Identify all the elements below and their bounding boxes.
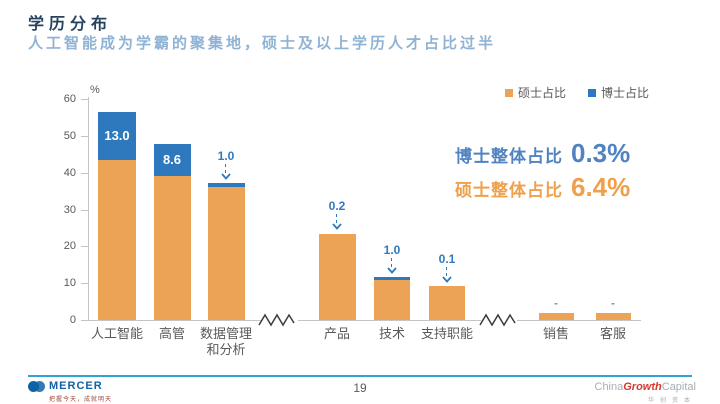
category-label: 客服 (599, 326, 626, 341)
masters-bar (374, 280, 410, 320)
phd-bar (374, 276, 410, 281)
legend-item-masters: 硕士占比 (505, 84, 566, 101)
category-label: 数据管理 和分析 (199, 326, 252, 357)
y-tick-label: 10 (63, 277, 76, 290)
y-tick-mark (81, 209, 88, 211)
arrow-down-icon (221, 163, 231, 180)
masters-bar (595, 312, 631, 320)
masters-total-value: 6.4% (571, 172, 631, 202)
category-label: 高管 (158, 326, 185, 341)
chart-legend: 硕士占比 博士占比 (505, 84, 649, 101)
masters-bar (98, 159, 136, 320)
footer-divider (28, 375, 692, 377)
phd-value-label: 8.6 (162, 151, 182, 167)
y-tick-label: 50 (63, 129, 76, 142)
category-label: 技术 (378, 326, 405, 341)
legend-item-phd: 博士占比 (588, 84, 649, 101)
china-growth-capital-logo: ChinaGrowthCapital 华创资本 (595, 381, 697, 404)
y-tick-label: 60 (63, 93, 76, 105)
masters-bar (429, 286, 465, 320)
axis-break-icon (258, 312, 296, 334)
masters-bar (207, 186, 245, 320)
y-tick-mark (81, 135, 88, 137)
phd-bar (207, 182, 245, 187)
masters-swatch-icon (505, 88, 513, 97)
y-axis-line (88, 97, 89, 320)
mercer-logo-text: MERCER (49, 380, 103, 392)
legend-label: 博士占比 (601, 86, 650, 100)
y-tick-mark (81, 246, 88, 248)
category-label: 人工智能 (90, 326, 143, 341)
phd-value-label: 1.0 (217, 148, 235, 163)
cgc-china-text: China (594, 381, 624, 393)
phd-total-value: 0.3% (571, 138, 631, 168)
y-tick-mark (81, 99, 88, 100)
y-tick-label: 30 (63, 203, 76, 216)
phd-bar (153, 143, 191, 176)
phd-total-label: 博士整体占比 (455, 147, 563, 166)
mercer-logo: MERCER 把握今天，成就明天 (28, 380, 112, 403)
arrow-down-icon (332, 214, 342, 230)
summary-annotations: 博士整体占比 0.3% 硕士整体占比 6.4% (455, 138, 630, 206)
masters-bar (318, 233, 356, 320)
phd-value-label: 13.0 (104, 127, 130, 143)
category-label: 产品 (323, 326, 350, 341)
phd-value-label: 0.1 (438, 252, 456, 267)
page-subtitle: 人工智能成为学霸的聚集地，硕士及以上学历人才占比过半 (28, 35, 497, 52)
phd-value-label: 1.0 (383, 242, 401, 257)
arrow-down-icon (442, 267, 452, 283)
phd-total-annotation: 博士整体占比 0.3% (455, 138, 630, 169)
cgc-growth-text: Growth (623, 381, 662, 393)
page-number: 19 (353, 381, 367, 395)
no-data-dash: - (611, 295, 615, 310)
legend-label: 硕士占比 (518, 86, 567, 100)
page-title: 学历分布 (28, 16, 113, 33)
y-tick-label: 0 (69, 314, 76, 326)
y-tick-label: 40 (63, 166, 76, 179)
cgc-chinese-name: 华创资本 (647, 398, 696, 404)
phd-swatch-icon (588, 88, 597, 97)
arrow-down-icon (387, 257, 397, 274)
mercer-tagline: 把握今天，成就明天 (49, 397, 113, 403)
masters-total-annotation: 硕士整体占比 6.4% (455, 172, 630, 203)
y-tick-mark (81, 172, 88, 174)
y-tick-mark (81, 320, 88, 321)
axis-break-icon (479, 312, 517, 334)
y-tick-mark (81, 283, 88, 285)
y-tick-label: 20 (63, 240, 76, 253)
x-axis-line (88, 320, 262, 321)
x-axis-line (517, 320, 641, 321)
masters-bar (538, 312, 574, 320)
no-data-dash: - (554, 295, 558, 310)
phd-value-label: 0.2 (328, 199, 346, 214)
phd-bar (98, 111, 136, 160)
category-label: 支持职能 (420, 326, 473, 341)
cgc-capital-text: Capital (661, 381, 696, 393)
mercer-logo-icon (28, 380, 45, 392)
category-label: 销售 (542, 326, 569, 341)
masters-total-label: 硕士整体占比 (455, 181, 563, 200)
y-axis-unit-label: % (90, 84, 100, 96)
x-axis-line (298, 320, 481, 321)
masters-bar (153, 175, 191, 320)
